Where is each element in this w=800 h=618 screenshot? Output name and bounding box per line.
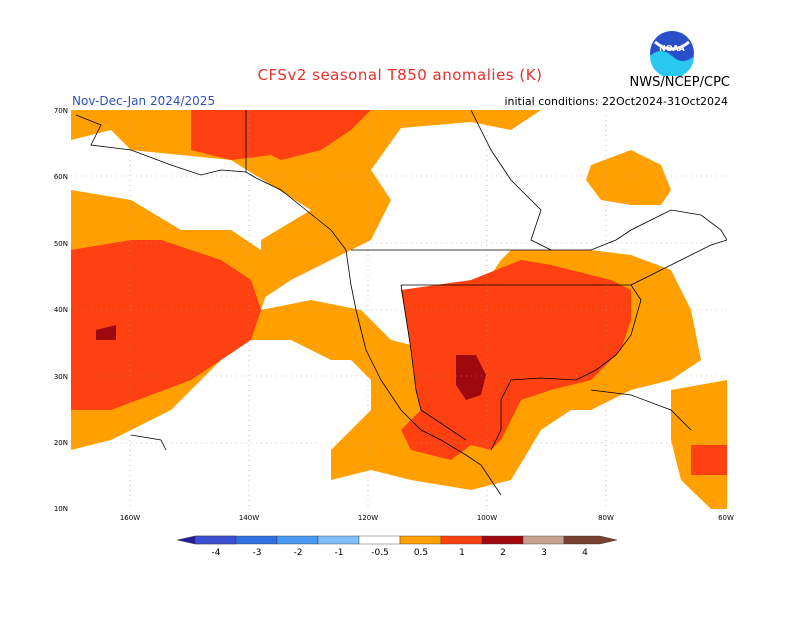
anomaly-region-high <box>96 325 486 400</box>
colorbar-label: 2 <box>500 548 506 558</box>
lon-label: 80W <box>598 514 614 522</box>
colorbar-swatch <box>563 535 618 545</box>
lon-label: 140W <box>238 514 260 522</box>
anomaly-map <box>71 110 727 509</box>
colorbar-label: 0.5 <box>413 548 429 558</box>
lat-label: 50N <box>53 240 68 248</box>
lat-label: 70N <box>53 107 68 115</box>
colorbar-swatch <box>194 535 237 545</box>
svg-text:NOAA: NOAA <box>659 44 685 53</box>
colorbar-label: -1 <box>334 548 344 558</box>
colorbar-swatch <box>317 535 360 545</box>
noaa-logo-icon: NOAA <box>650 31 694 76</box>
agency-label: NWS/NCEP/CPC <box>629 75 730 90</box>
colorbar-swatch <box>235 535 278 545</box>
colorbar-label: -4 <box>211 548 221 558</box>
colorbar <box>176 535 618 545</box>
chart-title: CFSv2 seasonal T850 anomalies (K) <box>257 66 543 84</box>
colorbar-label: -3 <box>252 548 262 558</box>
colorbar-swatch <box>481 535 524 545</box>
coastlines <box>75 110 727 496</box>
colorbar-label: -2 <box>293 548 303 558</box>
period-label: Nov-Dec-Jan 2024/2025 <box>72 94 216 108</box>
lat-label: 20N <box>53 439 68 447</box>
lat-label: 60N <box>53 173 68 181</box>
lon-label: 60W <box>718 514 734 522</box>
initial-conditions-label: initial conditions: 22Oct2024-31Oct2024 <box>504 95 728 108</box>
colorbar-label: -0.5 <box>371 548 389 558</box>
lon-label: 120W <box>357 514 379 522</box>
lat-label: 40N <box>53 306 68 314</box>
colorbar-swatch <box>276 535 319 545</box>
colorbar-label: 3 <box>541 548 547 558</box>
lon-label: 100W <box>476 514 498 522</box>
anomaly-region-mid <box>71 110 727 475</box>
colorbar-label: 4 <box>582 548 588 558</box>
colorbar-swatch <box>399 535 442 545</box>
colorbar-swatch <box>522 535 565 545</box>
colorbar-label: 1 <box>459 548 465 558</box>
colorbar-swatch <box>358 535 401 545</box>
lon-label: 160W <box>119 514 141 522</box>
lat-label: 30N <box>53 373 68 381</box>
colorbar-swatch <box>440 535 483 545</box>
lat-label: 10N <box>53 505 68 513</box>
